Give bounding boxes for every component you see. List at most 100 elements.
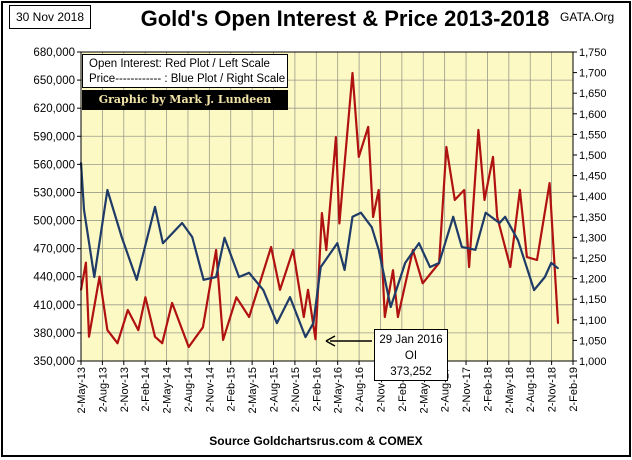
x-tick-label: 2-May-15 — [247, 367, 259, 413]
price-point — [276, 322, 278, 324]
price-point — [154, 206, 156, 208]
chart-title: Gold's Open Interest & Price 2013-2018 — [140, 6, 550, 31]
open-interest-point — [492, 155, 494, 158]
price-point — [389, 306, 392, 308]
price-point — [83, 208, 85, 211]
left-tick-label: 650,000 — [33, 75, 75, 87]
price-point — [120, 236, 123, 238]
price-point — [370, 226, 373, 229]
price-point — [438, 262, 441, 264]
price-point — [336, 242, 339, 245]
price-point — [474, 248, 477, 251]
right-tick-label: 1,350 — [579, 212, 607, 224]
x-tick-label: 2-Feb-19 — [568, 367, 580, 412]
x-tick-label: 2-Aug-15 — [269, 367, 281, 412]
right-tick-label: 1,250 — [579, 253, 607, 265]
price-point — [533, 289, 536, 292]
annotation-box: 29 Jan 2016 OI 373,252 — [374, 329, 448, 381]
date-box: 30 Nov 2018 — [9, 5, 91, 29]
x-tick-label: 2-Feb-15 — [226, 367, 238, 412]
x-tick-label: 2-Nov-17 — [461, 367, 473, 412]
open-interest-point — [397, 316, 399, 318]
right-tick-label: 1,400 — [579, 191, 607, 203]
price-point — [404, 262, 407, 264]
left-tick-label: 530,000 — [33, 187, 75, 199]
open-interest-point — [548, 182, 551, 184]
open-interest-point — [202, 326, 204, 329]
price-point — [418, 242, 420, 245]
open-interest-point — [187, 346, 190, 348]
price-point — [452, 215, 455, 218]
x-tick-label: 2-Nov-15 — [290, 367, 302, 412]
open-interest-point — [351, 72, 354, 74]
price-point — [191, 236, 194, 238]
open-interest-point — [325, 249, 328, 251]
legend: Open Interest: Red Plot / Left Scale Pri… — [82, 54, 288, 88]
legend-open-interest: Open Interest: Red Plot / Left Scale — [89, 58, 270, 70]
open-interest-point — [525, 256, 528, 258]
open-interest-point — [463, 189, 466, 191]
open-interest-point — [509, 266, 512, 268]
price-point — [498, 222, 501, 224]
price-point — [429, 266, 431, 268]
open-interest-point — [137, 329, 140, 331]
open-interest-point — [357, 155, 360, 158]
open-interest-point — [314, 338, 317, 341]
price-point — [106, 189, 109, 191]
right-tick-label: 1,550 — [579, 129, 607, 141]
right-tick-label: 1,600 — [579, 109, 607, 121]
open-interest-point — [248, 316, 250, 318]
left-tick-label: 440,000 — [33, 272, 75, 284]
price-point — [162, 242, 164, 245]
open-interest-point — [453, 199, 456, 201]
open-interest-point — [222, 339, 224, 341]
right-tick-label: 1,500 — [579, 150, 607, 162]
price-point — [248, 271, 250, 274]
left-tick-label: 590,000 — [33, 131, 75, 143]
left-tick-label: 470,000 — [33, 244, 75, 256]
open-interest-point — [98, 275, 101, 278]
open-interest-point — [88, 335, 90, 338]
left-tick-label: 680,000 — [33, 47, 75, 59]
open-interest-point — [235, 296, 238, 299]
open-interest-point — [116, 342, 119, 345]
open-interest-point — [270, 246, 272, 248]
left-tick-label: 500,000 — [33, 216, 75, 228]
annotation-date: 29 Jan 2016 — [379, 334, 443, 346]
open-interest-point — [421, 282, 424, 285]
x-tick-label: 2-Aug-14 — [183, 367, 195, 412]
price-point — [504, 215, 507, 218]
open-interest-point — [154, 335, 156, 338]
open-interest-point — [477, 129, 480, 131]
price-point — [215, 276, 217, 278]
right-tick-label: 1,700 — [579, 68, 607, 80]
right-tick-label: 1,100 — [579, 315, 607, 327]
price-point — [238, 276, 240, 278]
source-note: Source Goldchartsrus.com & COMEX — [209, 434, 423, 448]
open-interest-point — [106, 329, 109, 331]
price-point — [517, 239, 519, 242]
left-tick-label: 560,000 — [33, 159, 75, 171]
x-tick-label: 2-Aug-18 — [525, 367, 537, 412]
open-interest-point — [126, 309, 129, 311]
open-interest-point — [445, 146, 448, 148]
price-point — [223, 236, 226, 239]
x-tick-label: 2-May-18 — [504, 367, 516, 413]
open-interest-point — [372, 216, 375, 218]
x-tick-label: 2-Aug-13 — [97, 367, 109, 412]
x-tick-label: 2-May-14 — [162, 367, 174, 413]
open-interest-point — [307, 288, 309, 291]
price-point — [262, 289, 265, 292]
price-point — [360, 211, 362, 214]
x-tick-label: 2-May-13 — [76, 367, 88, 413]
price-point — [202, 278, 205, 281]
x-tick-label: 2-Feb-18 — [482, 367, 494, 412]
x-tick-label: 2-Feb-16 — [311, 367, 323, 412]
price-point — [377, 248, 380, 251]
price-point — [343, 269, 346, 271]
price-point — [312, 322, 315, 324]
price-point — [460, 245, 463, 248]
open-interest-point — [483, 199, 486, 201]
price-point — [93, 276, 96, 278]
